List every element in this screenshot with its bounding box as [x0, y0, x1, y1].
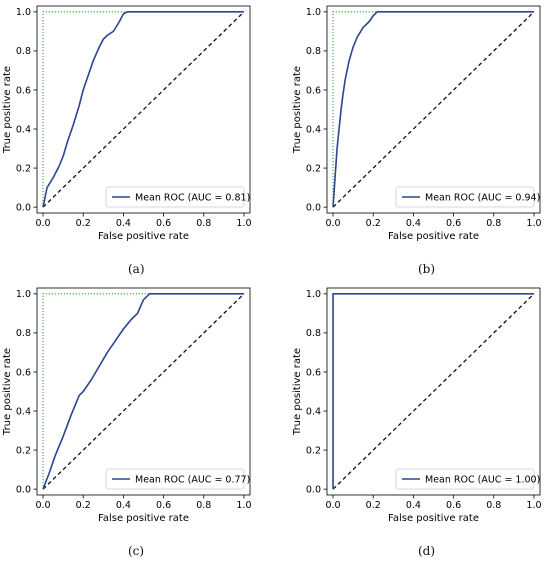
panel-caption-d: (d)	[418, 544, 436, 558]
mean-roc-line	[42, 11, 244, 208]
y-tick-label: 0.8	[306, 328, 321, 339]
mean-roc-line	[332, 11, 534, 208]
panel-caption-c: (c)	[128, 544, 145, 558]
chance-diagonal-line	[42, 293, 245, 490]
y-tick-label: 0.6	[306, 367, 321, 378]
y-tick-label: 1.0	[306, 7, 321, 18]
x-tick-label: 0.8	[196, 500, 211, 511]
legend-label: Mean ROC (AUC = 0.94)	[425, 192, 540, 203]
panel-caption-b: (b)	[418, 262, 436, 276]
y-tick-label: 0.6	[306, 85, 321, 96]
perfect-classifier-line	[42, 11, 244, 208]
mean-roc-line	[42, 293, 244, 490]
y-tick-label: 0.4	[16, 124, 31, 135]
legend: Mean ROC (AUC = 0.81)	[105, 186, 250, 208]
y-tick-label: 0.4	[306, 406, 321, 417]
legend-box	[395, 186, 535, 208]
legend-box	[105, 468, 245, 490]
y-tick-label: 1.0	[16, 7, 31, 18]
perfect-classifier-line	[42, 293, 244, 490]
legend-label: Mean ROC (AUC = 0.81)	[135, 192, 250, 203]
mean-roc-line	[332, 293, 534, 490]
y-tick-label: 1.0	[16, 289, 31, 300]
y-axis-label: True positive rate	[2, 66, 13, 154]
y-tick-label: 0.8	[306, 46, 321, 57]
x-tick-label: 1.0	[236, 500, 251, 511]
chance-diagonal-line	[332, 293, 535, 490]
y-tick-label: 0.8	[16, 328, 31, 339]
x-tick-label: 0.4	[116, 500, 131, 511]
y-tick-label: 0.0	[306, 484, 321, 495]
y-tick-label: 0.2	[306, 163, 321, 174]
y-tick-label: 0.0	[306, 202, 321, 213]
x-tick-label: 0.0	[325, 500, 340, 511]
legend-label: Mean ROC (AUC = 0.77)	[135, 474, 250, 485]
x-tick-label: 0.0	[325, 218, 340, 229]
x-tick-label: 1.0	[526, 218, 541, 229]
x-tick-label: 0.2	[76, 500, 91, 511]
roc-panel-3: 0.0 0.2 0.4 0.6 0.8 1.0 0.0 0.2 0.4 0.6 0.8 1.0 Fals…	[2, 287, 252, 524]
legend-box	[395, 468, 535, 490]
plot-frame	[326, 287, 541, 496]
y-axis-label: True positive rate	[292, 66, 303, 154]
y-tick-label: 0.4	[306, 124, 321, 135]
plot-frame	[326, 5, 541, 214]
legend-box	[105, 186, 245, 208]
chance-diagonal-line	[42, 11, 245, 208]
x-axis-label: False positive rate	[388, 231, 479, 242]
y-tick-label: 1.0	[306, 289, 321, 300]
perfect-classifier-line	[332, 11, 534, 208]
x-tick-label: 0.4	[406, 218, 421, 229]
x-tick-label: 1.0	[236, 218, 251, 229]
x-tick-label: 0.6	[446, 218, 461, 229]
roc-panel-1: 0.0 0.2 0.4 0.6 0.8 1.0 0.0 0.2 0.4 0.6 0.8 1.0 Fals…	[2, 5, 252, 242]
y-tick-label: 0.4	[16, 406, 31, 417]
legend: Mean ROC (AUC = 0.77)	[105, 468, 250, 490]
x-tick-label: 0.0	[35, 500, 50, 511]
y-axis-label: True positive rate	[2, 348, 13, 436]
x-axis-label: False positive rate	[388, 513, 479, 524]
x-tick-label: 0.8	[196, 218, 211, 229]
x-tick-label: 0.8	[486, 218, 501, 229]
y-tick-label: 0.2	[16, 163, 31, 174]
y-axis-label: True positive rate	[292, 348, 303, 436]
x-axis-label: False positive rate	[98, 231, 189, 242]
y-tick-label: 0.0	[16, 202, 31, 213]
x-tick-label: 0.4	[406, 500, 421, 511]
legend-label: Mean ROC (AUC = 1.00)	[425, 474, 540, 485]
x-tick-label: 0.8	[486, 500, 501, 511]
y-tick-label: 0.6	[16, 85, 31, 96]
y-tick-label: 0.2	[306, 445, 321, 456]
chance-diagonal-line	[332, 11, 535, 208]
y-tick-label: 0.6	[16, 367, 31, 378]
legend: Mean ROC (AUC = 1.00)	[395, 468, 540, 490]
x-tick-label: 0.0	[35, 218, 50, 229]
x-tick-label: 1.0	[526, 500, 541, 511]
y-tick-label: 0.8	[16, 46, 31, 57]
x-axis-label: False positive rate	[98, 513, 189, 524]
y-tick-label: 0.0	[16, 484, 31, 495]
legend: Mean ROC (AUC = 0.94)	[395, 186, 540, 208]
x-tick-label: 0.4	[116, 218, 131, 229]
plot-frame	[36, 5, 251, 214]
roc-panel-2: 0.0 0.2 0.4 0.6 0.8 1.0 0.0 0.2 0.4 0.6 0.8 1.0 Fals…	[292, 5, 542, 242]
x-tick-label: 0.6	[156, 500, 171, 511]
plot-frame	[36, 287, 251, 496]
x-tick-label: 0.2	[366, 500, 381, 511]
x-tick-label: 0.6	[446, 500, 461, 511]
roc-panel-4: 0.0 0.2 0.4 0.6 0.8 1.0 0.0 0.2 0.4 0.6 0.8 1.0 Fals…	[292, 287, 542, 524]
x-tick-label: 0.2	[76, 218, 91, 229]
panel-caption-a: (a)	[128, 262, 145, 276]
x-tick-label: 0.6	[156, 218, 171, 229]
x-tick-label: 0.2	[366, 218, 381, 229]
y-tick-label: 0.2	[16, 445, 31, 456]
